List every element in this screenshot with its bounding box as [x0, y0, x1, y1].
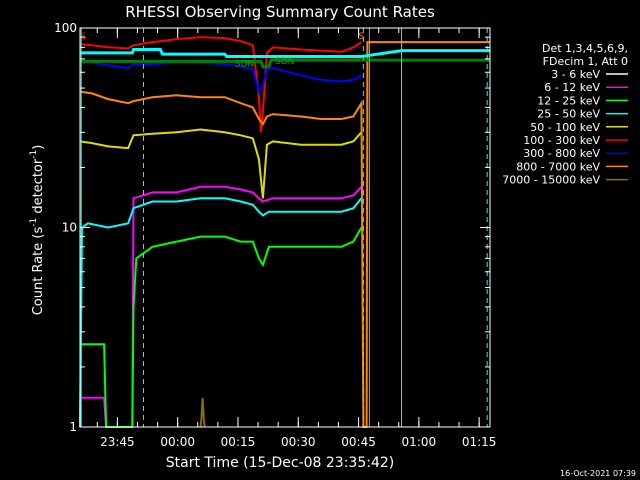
- series-6-12-kev: [80, 185, 363, 428]
- overlay-cyan-reference: [80, 48, 490, 58]
- y-axis-label-close: ): [31, 145, 46, 150]
- y-axis-label-text: Count Rate (s: [31, 227, 46, 316]
- vertical-lines-layer: [80, 28, 488, 427]
- legend-label-12-25-kev: 12 - 25 keV: [537, 94, 600, 107]
- footer-date: 16-Oct-2021 07:39: [560, 469, 636, 478]
- x-tick-label: 23:45: [100, 435, 135, 449]
- x-tick-label: 00:30: [281, 435, 316, 449]
- x-tick-label: 00:45: [341, 435, 376, 449]
- series-3-6-kev: [131, 245, 363, 289]
- x-tick-label: 01:15: [462, 435, 497, 449]
- legend-label-800-7000-kev: 800 - 7000 keV: [516, 160, 600, 173]
- series-100-300-kev: [79, 36, 362, 133]
- y-tick-label: 10: [62, 221, 77, 235]
- overlay-attenuator-state: [80, 58, 490, 69]
- x-axis-label: Start Time (15-Dec-08 23:35:42): [166, 455, 394, 471]
- legend: Det 1,3,4,5,6,9,FDecim 1, Att 03 - 6 keV…: [502, 42, 628, 187]
- legend-label-50-100-kev: 50 - 100 keV: [530, 121, 600, 134]
- plot-frame: [79, 27, 491, 428]
- annotation-2: SDN: [235, 60, 254, 70]
- series-12-25-kev: [80, 227, 363, 428]
- series-layer: [79, 36, 490, 428]
- legend-label-6-12-kev: 6 - 12 keV: [544, 81, 600, 94]
- legend-header-line: FDecim 1, Att 0: [543, 55, 628, 68]
- series-25-50-kev: [79, 197, 363, 428]
- legend-header-line: Det 1,3,4,5,6,9,: [542, 42, 628, 55]
- annotation-1: S: [359, 32, 365, 42]
- y-tick-label: 1: [69, 420, 77, 434]
- legend-label-7000-15000-kev: 7000 - 15000 keV: [502, 174, 600, 187]
- legend-label-300-800-kev: 300 - 800 keV: [523, 147, 600, 160]
- series-800-7000-kev: [79, 41, 490, 428]
- series-300-800-kev: [79, 57, 362, 95]
- y-axis: 1 10 100: [54, 21, 490, 434]
- series-7000-15000-kev: [199, 397, 206, 428]
- y-axis-label-tail: detector: [31, 158, 46, 218]
- x-tick-label: 00:00: [160, 435, 195, 449]
- chart-title: RHESSI Observing Summary Count Rates: [125, 3, 435, 21]
- overlay-layer: [80, 48, 490, 69]
- y-axis-label: Count Rate (s-1 detector-1): [29, 145, 46, 316]
- legend-label-100-300-kev: 100 - 300 keV: [523, 134, 600, 147]
- legend-label-25-50-kev: 25 - 50 keV: [537, 108, 600, 121]
- x-axis: 23:45 00:00 00:15 00:30 00:45 01:00 01:15: [96, 28, 497, 449]
- legend-label-3-6-kev: 3 - 6 keV: [551, 68, 600, 81]
- y-tick-label: 100: [54, 21, 77, 35]
- y-axis-label-sup: -1: [29, 218, 39, 227]
- annotation-3: SDN: [275, 57, 294, 67]
- y-axis-label-tail-sup: -1: [29, 150, 39, 159]
- series-50-100-kev: [79, 128, 363, 199]
- x-tick-label: 01:00: [402, 435, 437, 449]
- x-tick-label: 00:15: [221, 435, 256, 449]
